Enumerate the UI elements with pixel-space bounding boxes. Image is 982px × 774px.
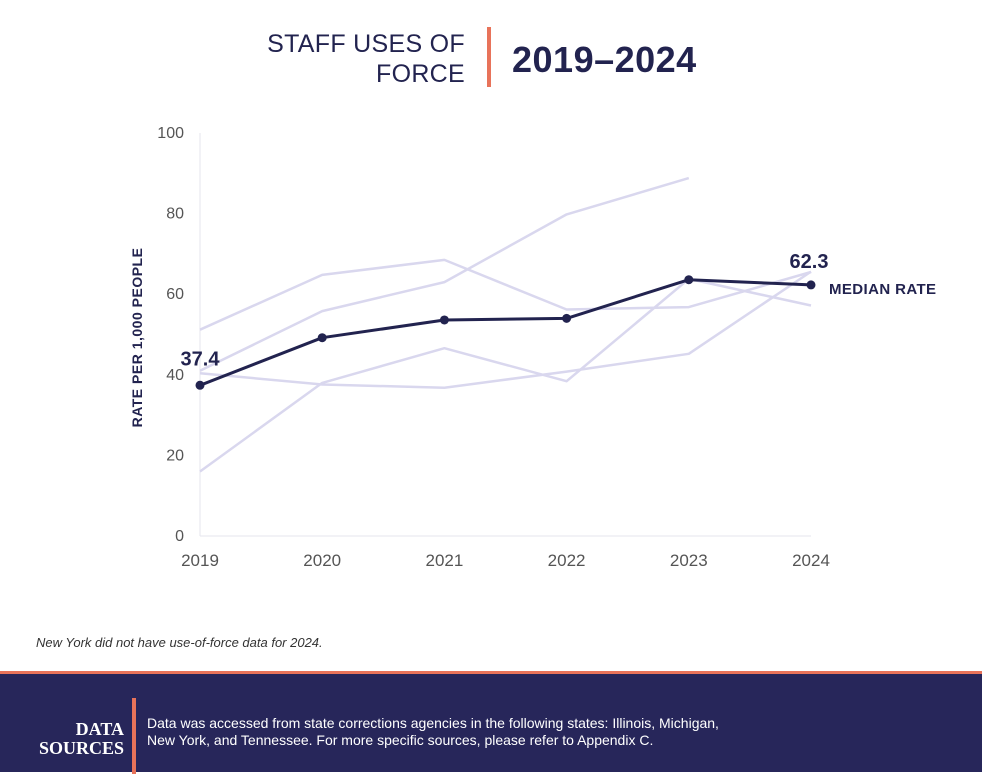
footnote: New York did not have use-of-force data … bbox=[36, 635, 323, 650]
x-tick-label: 2019 bbox=[181, 551, 219, 570]
title-divider bbox=[487, 27, 491, 87]
y-tick-label: 60 bbox=[166, 286, 184, 303]
series-line-state-c bbox=[199, 277, 812, 473]
median-point bbox=[439, 315, 449, 325]
chart-title-block: STAFF USES OF FORCE 2019–2024 bbox=[0, 27, 982, 89]
chart-year-range: 2019–2024 bbox=[512, 39, 697, 80]
series-line-state-d bbox=[199, 270, 812, 389]
line-chart: 0 20 40 60 80 100 2019 2020 2021 2022 2023 2024 RATE… bbox=[129, 125, 936, 570]
median-rate-line bbox=[199, 278, 812, 387]
median-point bbox=[317, 333, 327, 343]
y-tick-label: 100 bbox=[157, 125, 184, 142]
x-tick-label: 2022 bbox=[548, 551, 586, 570]
data-label: 62.3 bbox=[790, 251, 829, 273]
median-rate-label: MEDIAN RATE bbox=[829, 281, 936, 298]
y-tick-label: 0 bbox=[175, 528, 184, 545]
median-point bbox=[806, 280, 816, 290]
data-sources-footer: DATA SOURCES Data was accessed from stat… bbox=[0, 671, 982, 774]
y-tick-label: 80 bbox=[166, 206, 184, 223]
footer-title: DATA SOURCES bbox=[14, 720, 124, 758]
median-point bbox=[195, 380, 205, 390]
data-label: 37.4 bbox=[181, 348, 221, 370]
series-line-state-b bbox=[199, 176, 690, 372]
median-point bbox=[562, 313, 572, 323]
median-point bbox=[684, 275, 694, 285]
x-tick-label: 2021 bbox=[425, 551, 463, 570]
x-tick-label: 2024 bbox=[792, 551, 830, 570]
x-tick-label: 2023 bbox=[670, 551, 708, 570]
footer-title-line1: DATA bbox=[75, 719, 124, 739]
footer-title-line2: SOURCES bbox=[38, 738, 124, 758]
y-axis-title: RATE PER 1,000 PEOPLE bbox=[129, 248, 145, 428]
chart-title: STAFF USES OF FORCE bbox=[267, 30, 465, 88]
footer-text: Data was accessed from state corrections… bbox=[147, 715, 719, 748]
series-line-state-a bbox=[199, 258, 812, 331]
y-tick-label: 20 bbox=[166, 447, 184, 464]
x-tick-label: 2020 bbox=[303, 551, 341, 570]
y-tick-label: 40 bbox=[166, 367, 184, 384]
footer-divider bbox=[132, 698, 136, 774]
